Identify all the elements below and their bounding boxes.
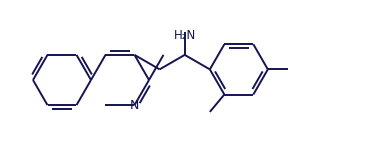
Text: H₂N: H₂N: [173, 29, 196, 42]
Text: N: N: [130, 99, 139, 112]
